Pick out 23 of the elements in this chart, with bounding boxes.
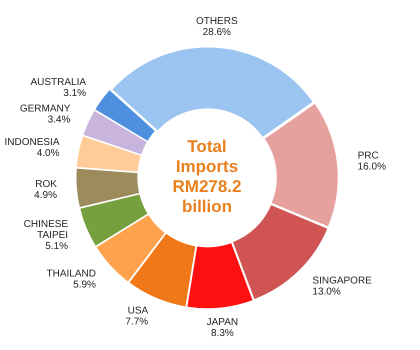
data-label: 7.7% [125,316,148,328]
slice-label: JAPAN [206,317,238,328]
data-label: 5.9% [73,280,96,291]
data-label: 3.4% [48,114,70,126]
slice-label: PRC [358,150,379,162]
slice-label: ROK [35,178,58,190]
slice-label: OTHERS [196,16,238,28]
data-label: 4.0% [36,148,60,159]
data-label: 28.6% [202,27,232,38]
slice-label: SINGAPORE [312,275,372,286]
slice-label: USA [128,306,148,317]
data-label: 5.1% [45,241,68,252]
data-label: 3.1% [63,88,86,100]
slice-label: CHINESE TAIPEI [24,219,68,242]
data-label: 13.0% [312,286,341,298]
data-label: 8.3% [210,328,234,340]
slice-label: THAILAND [46,268,96,280]
slice-label: GERMANY [20,104,71,115]
data-label: 16.0% [358,161,386,172]
slice-label: AUSTRALIA [30,77,86,88]
slice-label: INDONESIA [4,136,60,148]
text: Total Imports RM278.2 billion [172,137,242,217]
data-label: 4.9% [34,190,58,201]
